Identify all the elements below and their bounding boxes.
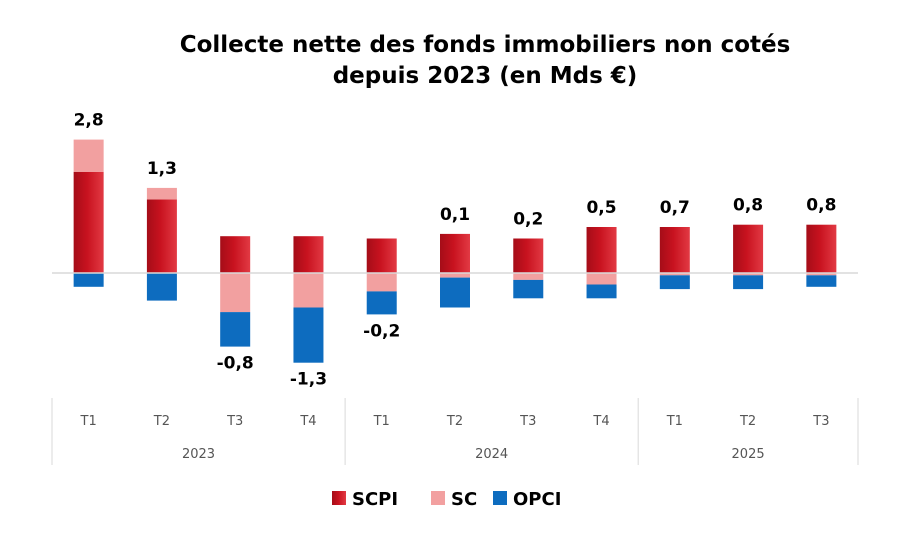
tick-label-10: T3 <box>812 414 829 429</box>
bar-sc-3 <box>293 273 324 308</box>
year-label-2023: 2023 <box>182 447 215 462</box>
legend: SCPI SC OPCI <box>332 489 561 510</box>
bar-sc-2 <box>220 273 251 313</box>
bar-scpi-5 <box>440 233 470 273</box>
year-label-2025: 2025 <box>732 447 765 462</box>
tick-label-9: T2 <box>739 414 756 429</box>
bar-sc-8 <box>659 273 690 276</box>
bar-scpi-0 <box>73 171 104 273</box>
total-label-9: 0,8 <box>733 196 763 216</box>
total-label-10: 0,8 <box>806 196 836 216</box>
bar-sc-6 <box>513 273 544 280</box>
legend-swatch-opci <box>493 491 507 505</box>
bar-scpi-2 <box>220 236 251 273</box>
legend-label-scpi: SCPI <box>352 489 398 510</box>
bar-sc-1 <box>146 187 177 200</box>
tick-label-7: T4 <box>592 414 609 429</box>
bar-scpi-4 <box>366 238 397 273</box>
total-label-8: 0,7 <box>660 198 690 218</box>
total-label-4: -0,2 <box>363 321 400 341</box>
bar-opci-8 <box>659 275 690 290</box>
bar-scpi-8 <box>659 227 690 273</box>
bar-scpi-9 <box>733 224 764 273</box>
total-label-6: 0,2 <box>513 210 543 230</box>
bar-opci-6 <box>513 279 544 299</box>
bar-opci-9 <box>733 275 764 290</box>
tick-label-1: T2 <box>153 414 170 429</box>
bar-opci-0 <box>73 273 104 287</box>
bar-scpi-3 <box>293 236 324 273</box>
tick-label-5: T2 <box>446 414 463 429</box>
total-label-0: 2,8 <box>74 111 104 131</box>
bar-opci-10 <box>806 275 837 287</box>
bar-scpi-6 <box>513 238 544 273</box>
total-label-3: -1,3 <box>290 370 327 390</box>
total-label-1: 1,3 <box>147 159 177 179</box>
bar-scpi-10 <box>806 224 837 273</box>
bar-opci-5 <box>440 277 470 308</box>
bar-scpi-1 <box>146 199 177 273</box>
legend-swatch-scpi <box>332 491 346 505</box>
legend-swatch-sc <box>431 491 445 505</box>
year-label-2024: 2024 <box>475 447 508 462</box>
tick-label-3: T4 <box>299 414 316 429</box>
tick-label-6: T3 <box>519 414 536 429</box>
legend-label-opci: OPCI <box>513 489 561 510</box>
chart-title-line-1: Collecte nette des fonds immobiliers non… <box>180 32 791 58</box>
tick-label-0: T1 <box>80 414 97 429</box>
tick-label-8: T1 <box>666 414 683 429</box>
bar-sc-5 <box>440 273 470 278</box>
bar-opci-2 <box>220 312 251 347</box>
bar-opci-3 <box>293 307 324 363</box>
bar-sc-7 <box>586 273 617 285</box>
total-label-7: 0,5 <box>586 198 616 218</box>
tick-label-2: T3 <box>226 414 243 429</box>
bar-sc-10 <box>806 273 837 276</box>
total-labels-layer: 2,8 1,3 -0,8 -1,3 -0,2 0,1 0,2 0,5 0,7 0,8 0,8 <box>74 111 837 390</box>
chart-title-line-2: depuis 2023 (en Mds €) <box>333 63 638 89</box>
bars-layer <box>73 139 837 363</box>
bar-scpi-7 <box>586 227 617 273</box>
legend-label-sc: SC <box>451 489 477 510</box>
bar-opci-7 <box>586 284 617 299</box>
bar-sc-9 <box>733 273 764 276</box>
bar-opci-4 <box>366 291 397 315</box>
x-axis: T1 T2 T3 T4 2023 T1 T2 T3 T4 2024 T1 T2 T3 2025 <box>51 398 859 465</box>
bar-sc-4 <box>366 273 397 292</box>
bar-opci-1 <box>146 273 177 301</box>
tick-label-4: T1 <box>373 414 390 429</box>
total-label-5: 0,1 <box>440 205 470 225</box>
bar-sc-0 <box>73 139 104 172</box>
total-label-2: -0,8 <box>217 354 254 374</box>
